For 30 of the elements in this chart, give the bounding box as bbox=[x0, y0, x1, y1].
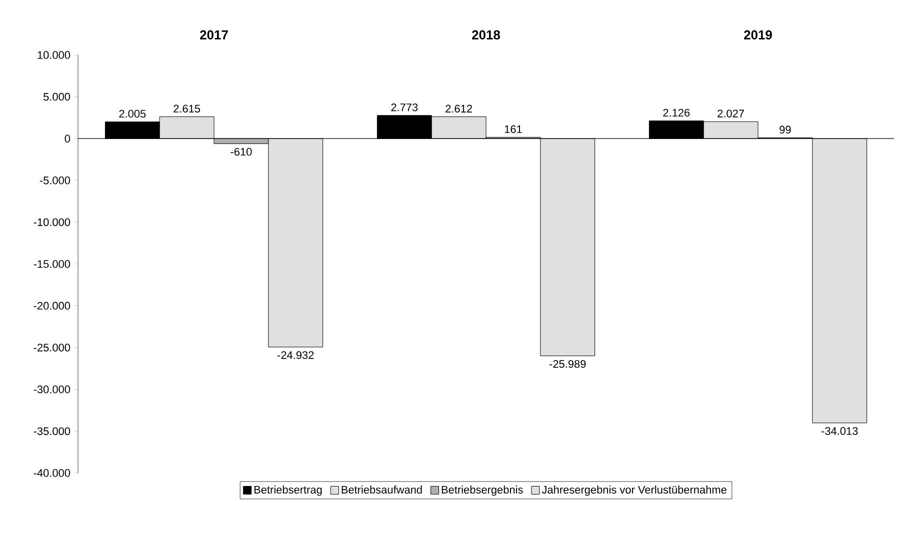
legend-label: Betriebsaufwand bbox=[342, 486, 422, 494]
y-tick-label: -5.000 bbox=[40, 176, 70, 184]
y-tick-label: -25.000 bbox=[34, 344, 70, 352]
x-tick-label: 2018 bbox=[472, 30, 500, 40]
data-label: 99 bbox=[780, 126, 791, 134]
data-label: -34.013 bbox=[822, 427, 858, 435]
data-label: -24.932 bbox=[278, 351, 314, 359]
x-tick-label: 2019 bbox=[744, 30, 772, 40]
y-tick-label: -35.000 bbox=[34, 427, 70, 436]
data-label: -25.989 bbox=[550, 360, 586, 368]
x-tick-label: 2017 bbox=[200, 30, 228, 40]
data-label: 2.027 bbox=[718, 110, 744, 118]
data-label: 2.126 bbox=[663, 108, 690, 117]
data-label: -610 bbox=[230, 148, 252, 156]
y-tick-label: -30.000 bbox=[34, 386, 70, 394]
legend-label: Betriebsergebnis bbox=[442, 486, 523, 496]
data-label: 2.773 bbox=[391, 103, 418, 112]
legend-label: Betriebsertrag bbox=[254, 486, 322, 496]
y-tick-label: -20.000 bbox=[34, 302, 70, 310]
y-tick-label: -40.000 bbox=[34, 469, 70, 477]
data-label: 2.005 bbox=[119, 110, 146, 118]
y-tick-label: 0 bbox=[64, 134, 70, 142]
y-tick-label: -15.000 bbox=[34, 260, 70, 268]
y-tick-label: -10.000 bbox=[34, 218, 70, 226]
data-label: 2.615 bbox=[174, 104, 200, 113]
y-tick-label: 5.000 bbox=[44, 92, 70, 101]
data-label: 161 bbox=[504, 125, 522, 134]
legend-label: Jahresergebnis vor Verlustübernahme bbox=[542, 486, 726, 496]
data-label: 2.612 bbox=[446, 104, 472, 113]
y-tick-label: 10.000 bbox=[38, 51, 70, 59]
